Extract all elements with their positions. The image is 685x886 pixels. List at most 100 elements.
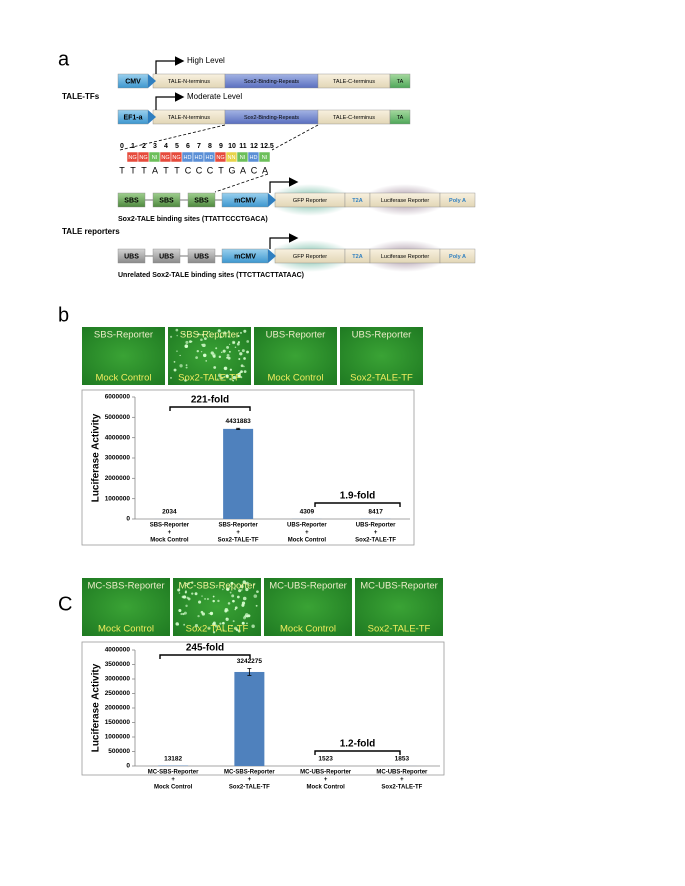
dna-base: T [163, 165, 169, 175]
fluorescent-cell [226, 609, 229, 612]
fluorescent-cell [241, 349, 245, 353]
fluorescent-cell [238, 358, 241, 361]
segment-label: TA [397, 79, 404, 85]
segment-label: Sox2-Binding-Repeats [244, 115, 299, 121]
fluorescent-cell [227, 602, 231, 605]
dna-base: T [218, 165, 224, 175]
segment-label: Poly A [449, 254, 466, 260]
x-tick-label: MC-SBS-Reporter [148, 770, 199, 776]
micrograph-caption: Mock Control [96, 373, 152, 384]
fluorescent-cell [242, 616, 247, 620]
x-tick-label: + [248, 777, 252, 783]
repeat-number: 7 [197, 143, 201, 150]
micrograph [264, 578, 352, 636]
panel-label: C [58, 593, 72, 615]
fluorescent-cell [231, 625, 233, 627]
panel-label: b [58, 304, 69, 326]
segment-label: TALE-N-terminus [168, 79, 210, 85]
fluorescent-cell [217, 329, 221, 333]
repeat-number: 12.5 [260, 143, 274, 150]
fluorescent-cell [170, 335, 173, 338]
fluorescent-cell [196, 349, 199, 353]
micrograph-caption: Sox2-TALE-TF [178, 373, 241, 384]
dna-base: C [251, 165, 258, 175]
transcription-arrow [155, 56, 185, 74]
fluorescent-cell [214, 624, 218, 628]
x-tick-label: Mock Control [150, 538, 189, 544]
fluorescent-cell [237, 372, 241, 377]
fluorescent-cell [247, 614, 251, 618]
y-tick-label: 4000000 [105, 434, 131, 441]
fluorescent-cell [173, 361, 176, 363]
fluorescent-cell [219, 377, 221, 379]
x-tick-label: MC-UBS-Reporter [300, 770, 352, 776]
repeat-number: 8 [208, 143, 212, 150]
fluorescent-cell [239, 371, 242, 374]
fold-bracket [314, 750, 401, 755]
fluorescent-cell [225, 617, 228, 620]
fluorescent-cell [220, 376, 224, 380]
fold-bracket [169, 406, 251, 411]
segment-label: TALE-C-terminus [333, 115, 375, 121]
y-tick-label: 0 [126, 763, 130, 770]
transcription-arrow [155, 92, 185, 110]
fluorescent-cell [197, 614, 200, 618]
repeat-number: 9 [219, 143, 223, 150]
transcription-arrow [269, 233, 299, 249]
segment-label: mCMV [234, 197, 256, 204]
fluorescent-cell [187, 582, 190, 585]
repeat-number: 12 [250, 143, 258, 150]
rvd-label: NI [262, 155, 268, 161]
fluorescent-cell [226, 345, 230, 349]
promoter-arrow [148, 74, 156, 88]
y-tick-label: 2500000 [105, 690, 131, 697]
fluorescent-cell [237, 629, 241, 633]
micrograph-title: SBS-Reporter [180, 330, 239, 341]
fluorescent-cell [221, 351, 223, 354]
segment-label: UBS [159, 253, 174, 260]
micrograph-caption: Mock Control [280, 624, 336, 635]
fluorescent-cell [194, 592, 198, 596]
dna-base: A [262, 165, 268, 175]
construct-segment [389, 73, 411, 89]
dna-base: G [228, 165, 235, 175]
fluorescent-cell [238, 589, 242, 593]
construct-segment [389, 109, 411, 125]
fluorescent-cell [194, 624, 199, 628]
segment-label: Luciferase Reporter [381, 254, 429, 260]
fold-annotation: 1.9-fold [340, 491, 376, 502]
reporter-caption: Unrelated Sox2-TALE binding sites (TTCTT… [118, 272, 304, 279]
data-label: 13182 [164, 755, 182, 762]
segment-label: GFP Reporter [293, 198, 327, 204]
fluorescent-cell [207, 626, 211, 630]
x-tick-label: MC-UBS-Reporter [376, 770, 428, 776]
y-tick-label: 1000000 [105, 495, 131, 502]
x-tick-label: SBS-Reporter [218, 523, 258, 529]
fluorescent-cell [185, 584, 187, 587]
fluorescent-cell [223, 331, 227, 335]
segment-label: TALE-N-terminus [168, 115, 210, 121]
fluorescent-cell [240, 584, 244, 589]
fluorescent-cell [212, 622, 216, 627]
micrograph-caption: Mock Control [98, 624, 154, 635]
micrograph [82, 327, 165, 385]
fluorescent-cell [243, 329, 247, 333]
fluorescent-cell [200, 338, 203, 342]
fluorescent-cell [242, 596, 247, 601]
fluorescent-cell [236, 342, 240, 346]
repeat-number: 6 [186, 143, 190, 150]
fluorescent-cell [215, 586, 218, 589]
fluorescent-cell [217, 599, 220, 603]
x-tick-label: + [324, 777, 328, 783]
dashed-connector [214, 173, 269, 193]
micrograph-title: MC-SBS-Reporter [178, 581, 255, 592]
x-tick-label: MC-SBS-Reporter [224, 770, 275, 776]
segment-label: Sox2-Binding-Repeats [244, 79, 299, 85]
fluorescent-cell [256, 590, 259, 594]
fluorescent-cell [202, 345, 204, 347]
reporter-segment [117, 248, 146, 264]
fluorescent-cell [201, 595, 203, 597]
dna-base: T [141, 165, 147, 175]
fluorescent-cell [204, 598, 206, 600]
